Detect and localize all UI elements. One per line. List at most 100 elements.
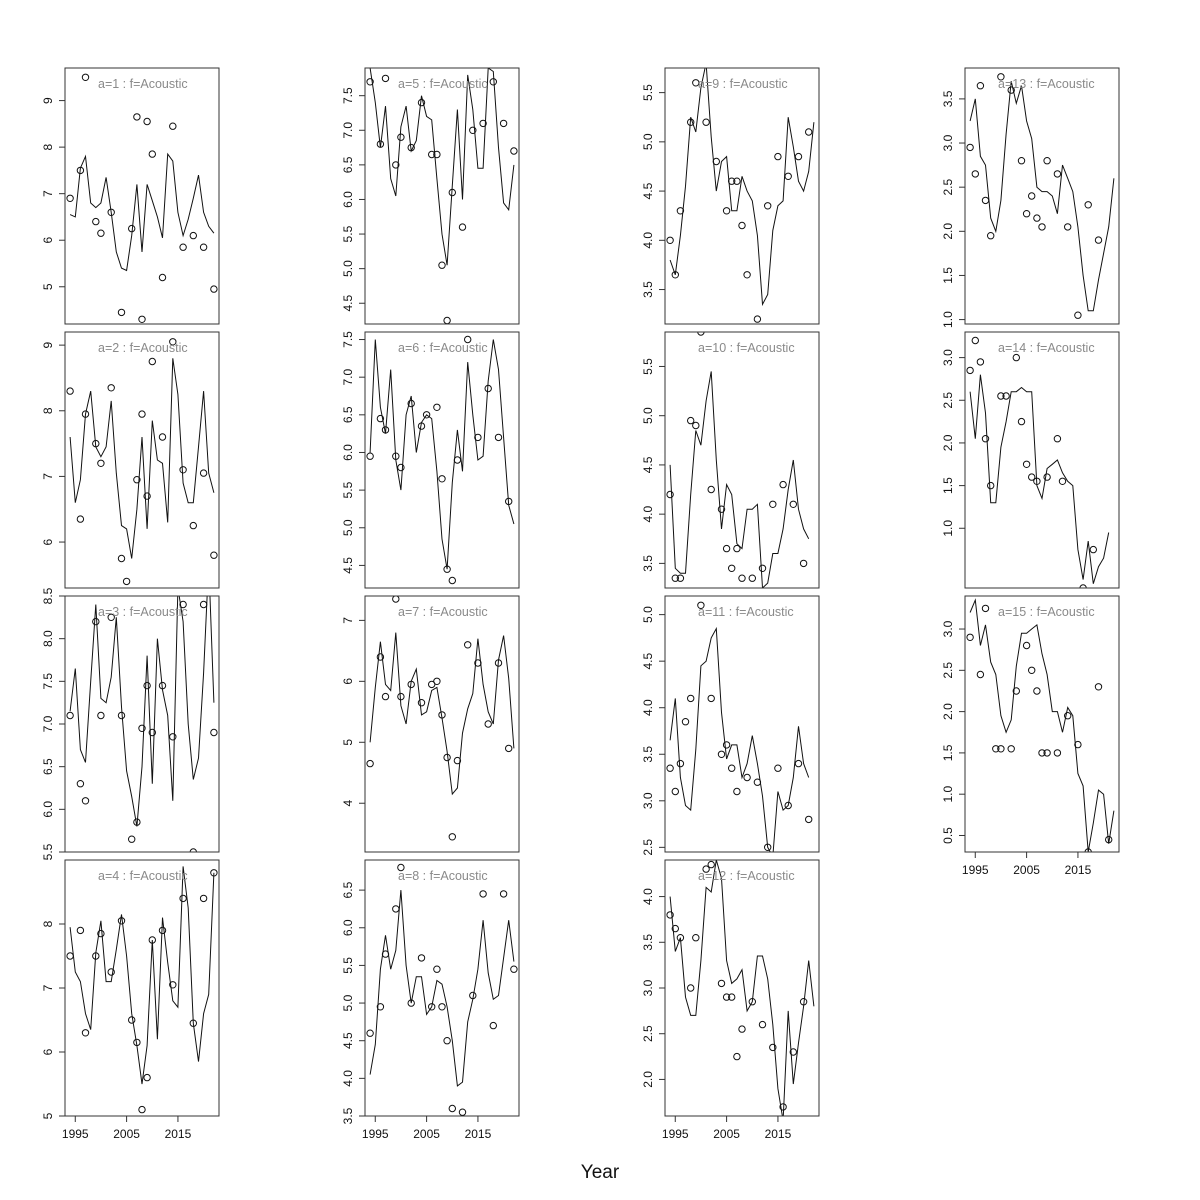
plot-area [66,596,218,852]
data-point [1033,477,1041,485]
data-point [179,466,187,474]
data-point [474,433,482,442]
y-tick-label: 5 [41,1112,55,1119]
data-point [671,574,679,582]
y-tick-label: 3.5 [641,934,655,951]
plot-area [66,338,218,586]
data-point [417,422,426,430]
plot-area [366,335,515,585]
y-tick-label: 7.0 [41,715,55,732]
y-tick-label: 3.0 [941,349,955,366]
data-point [976,670,985,679]
data-point [81,73,90,82]
y-tick-label: 4.5 [641,456,655,473]
data-point [158,926,167,935]
y-tick-label: 1.0 [941,311,955,328]
data-point [397,463,405,472]
data-point [199,600,208,609]
data-point [707,694,715,703]
panel-label: a=7 : f=Acoustic [398,605,488,619]
panel-a11: a=11 : f=Acoustic 2.5 3.0 3.5 4.0 4.5 5.0 [641,595,820,856]
panel-label: a=5 : f=Acoustic [398,77,488,91]
data-point [179,894,187,903]
x-tick-label: 2005 [1013,863,1040,877]
data-point [433,403,441,411]
y-tick-label: 5.5 [341,957,355,974]
data-point [1028,666,1036,674]
data-point [143,681,151,690]
y-tick-label: 2.0 [941,703,955,720]
x-tick-label: 1995 [362,1127,389,1141]
data-point [458,1108,467,1116]
data-point [158,273,167,282]
data-point [438,711,446,719]
y-tick-label: 1.0 [941,520,955,537]
data-point [417,954,426,962]
data-point [143,492,151,500]
data-point [117,308,126,317]
data-point [381,950,390,958]
data-point [433,677,441,685]
data-point [753,778,762,786]
data-point [676,574,685,582]
data-point [381,692,390,701]
panel-a14: a=14 : f=Acoustic 1.0 1.5 2.0 2.5 3.0 [941,331,1120,589]
data-point [1094,236,1103,244]
data-point [479,890,487,898]
y-tick-label: 6.0 [341,919,355,936]
plot-area [366,596,515,841]
data-point [494,659,503,667]
y-tick-label: 5 [41,283,55,290]
y-tick-label: 6.0 [41,801,55,818]
data-point [722,741,731,749]
y-tick-label: 2.5 [941,392,955,409]
data-point [681,718,690,726]
data-point [981,435,990,443]
data-point [433,965,441,973]
y-tick-label: 2.5 [641,839,655,856]
y-tick-label: 9 [41,341,55,348]
data-point [107,613,115,621]
y-tick-label: 4.0 [641,232,655,249]
x-tick-label: 2005 [713,1127,740,1141]
data-point [376,1003,385,1011]
data-point [128,835,136,843]
data-point [392,596,400,603]
y-tick-label: 4.5 [641,182,655,199]
data-point [733,544,741,553]
panel-label: a=2 : f=Acoustic [98,341,188,355]
panel-label: a=15 : f=Acoustic [998,605,1095,619]
panel-a7: a=7 : f=Acoustic 4 5 6 7 [341,595,520,853]
data-point [671,271,679,279]
data-point [966,366,974,375]
data-point [469,991,477,1000]
data-point [376,414,385,423]
data-point [1033,214,1041,222]
data-point [448,1104,456,1113]
data-point [76,166,85,175]
data-point [499,890,508,898]
y-tick-label: 6 [41,237,55,244]
data-point [81,1029,90,1037]
data-point [484,720,492,728]
data-point [158,433,167,441]
panel-a12: a=12 : f=Acoustic 2.0 2.5 3.0 3.5 4.0 1995 2005… [641,859,820,1141]
panel-a5: a=5 : f=Acoustic 4.5 5.0 5.5 6.0 6.5 7.0 7.5 [341,67,520,325]
y-tick-label: 5.5 [341,225,355,242]
panel-frame [64,331,220,589]
panel-label: a=13 : f=Acoustic [998,77,1095,91]
data-point [422,411,431,419]
y-tick-label: 4.5 [341,557,355,574]
y-tick-label: 6.0 [341,444,355,461]
data-point [494,433,503,442]
data-point [128,224,136,233]
data-point [733,177,741,185]
data-point [505,497,513,506]
data-point [417,98,426,107]
y-tick-label: 4.5 [341,295,355,312]
data-point [397,692,405,701]
data-point [794,152,803,161]
y-tick-label: 7 [341,617,355,624]
y-tick-label: 2.5 [941,662,955,679]
